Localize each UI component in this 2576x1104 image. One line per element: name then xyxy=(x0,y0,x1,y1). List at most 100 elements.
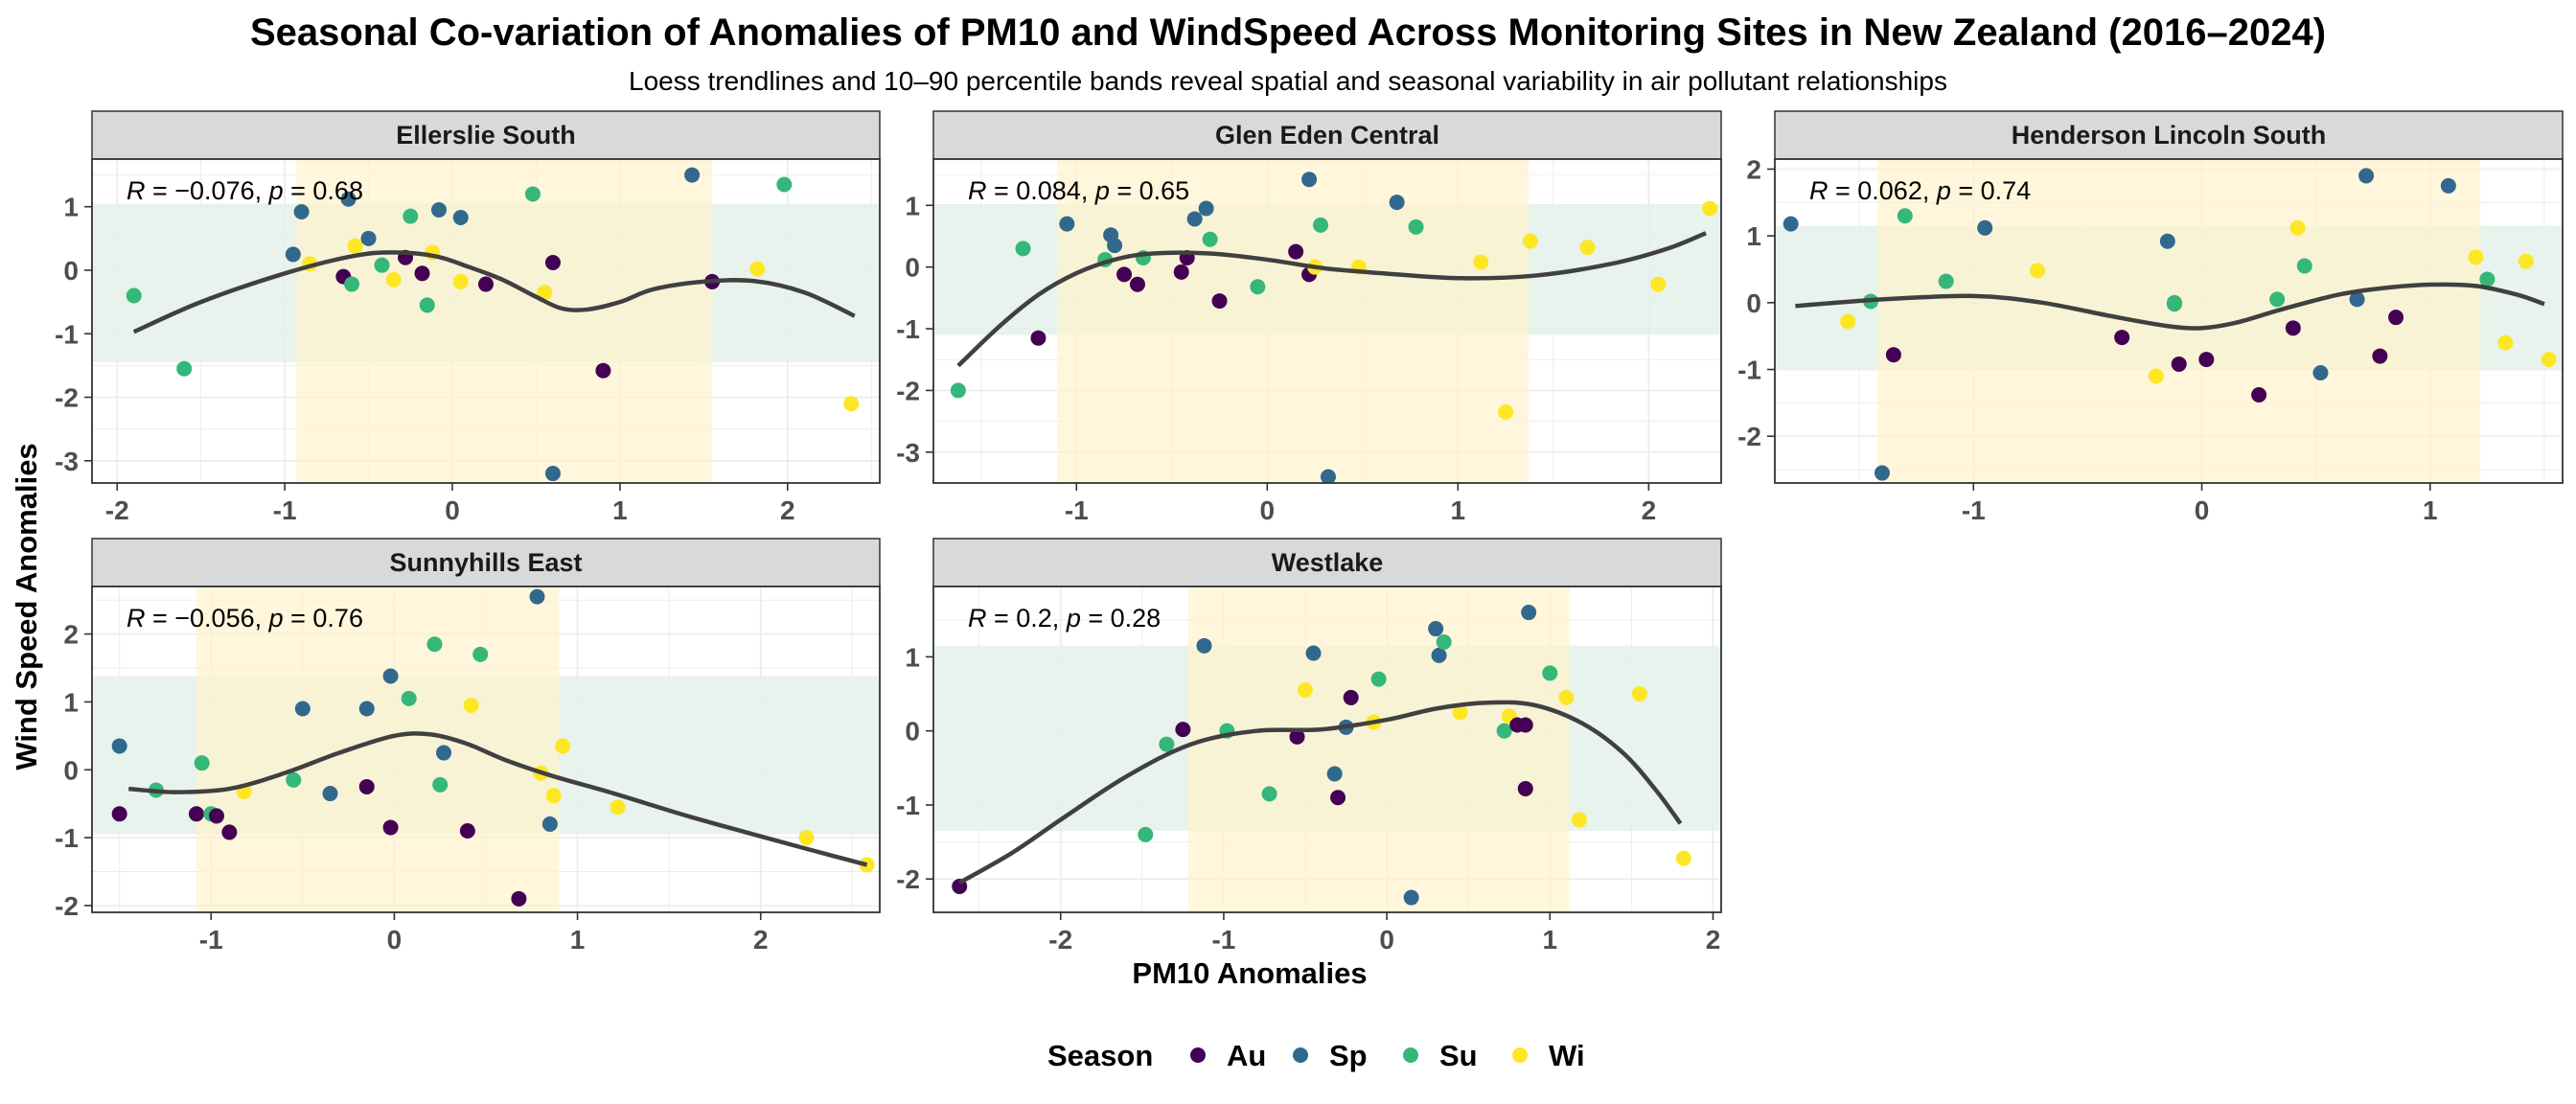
x-tick-label: 2 xyxy=(1706,925,1721,954)
data-point-su xyxy=(432,776,448,793)
panel-strip xyxy=(1774,110,2564,160)
x-tick-label: 1 xyxy=(2423,495,2438,525)
data-point-su xyxy=(524,186,540,202)
data-point-sp xyxy=(452,209,469,225)
data-point-au xyxy=(358,778,375,794)
data-point-wi xyxy=(2541,352,2557,368)
correlation-annotation: R = −0.076, p = 0.68 xyxy=(126,176,363,205)
data-point-au xyxy=(1517,780,1533,796)
data-point-sp xyxy=(1320,469,1336,483)
data-point-su xyxy=(374,257,390,273)
data-point-au xyxy=(478,276,494,292)
data-point-sp xyxy=(293,204,310,220)
data-point-sp xyxy=(322,786,338,802)
data-point-wi xyxy=(1498,403,1514,420)
data-point-su xyxy=(1436,633,1452,650)
legend-label: Wi xyxy=(1549,1039,1585,1072)
data-point-au xyxy=(1173,264,1189,280)
panel-henderson-lincoln-south: Henderson Lincoln South R = 0.062, p = 0.… xyxy=(1737,110,2564,525)
data-point-wi xyxy=(1452,704,1468,721)
data-point-au xyxy=(1517,717,1533,733)
legend-item-su: Su xyxy=(1403,1039,1478,1072)
y-tick-label: -1 xyxy=(55,319,79,349)
x-tick-label: 0 xyxy=(1260,495,1276,525)
y-tick-label: 1 xyxy=(63,193,79,222)
data-point-au xyxy=(1289,728,1305,745)
y-tick-label: 0 xyxy=(905,717,920,747)
x-tick-label: 1 xyxy=(1451,495,1466,525)
data-point-au xyxy=(1288,243,1304,260)
loess-trendline xyxy=(1795,282,2545,331)
data-point-su xyxy=(1408,218,1424,235)
data-point-su xyxy=(401,690,417,706)
data-point-su xyxy=(286,771,302,788)
data-point-au xyxy=(414,265,430,282)
data-point-au xyxy=(188,806,204,822)
data-point-au xyxy=(111,806,127,822)
panel-border xyxy=(1774,158,2564,484)
x-percentile-band xyxy=(196,586,560,912)
data-point-su xyxy=(950,382,966,399)
data-point-wi xyxy=(798,830,815,846)
data-point-au xyxy=(511,890,527,907)
data-point-au xyxy=(2251,387,2267,403)
data-point-au xyxy=(382,819,399,836)
correlation-annotation: R = −0.056, p = 0.76 xyxy=(126,604,363,632)
data-point-wi xyxy=(537,285,553,301)
data-point-sp xyxy=(2349,291,2365,308)
data-point-su xyxy=(1313,217,1329,233)
axes: -1 0 1 2 -2 -1 0 1 2 xyxy=(55,620,768,954)
data-point-su xyxy=(1938,273,1954,289)
correlation-annotation: R = 0.084, p = 0.65 xyxy=(968,176,1189,205)
y-tick-label: -1 xyxy=(896,314,920,344)
panel-strip-label: Ellerslie South xyxy=(396,121,576,150)
data-point-sp xyxy=(1301,172,1318,188)
data-point-wi xyxy=(385,271,402,288)
points xyxy=(952,605,1691,906)
data-point-au xyxy=(2198,352,2215,368)
x-tick-label: 0 xyxy=(387,925,402,954)
data-point-sp xyxy=(1186,211,1203,227)
data-point-au xyxy=(1885,347,1901,363)
panel-ellerslie-south: Ellerslie South R = −0.076, p = 0.68 -2 -1 0… xyxy=(55,110,881,525)
y-tick-label: 2 xyxy=(1746,154,1761,184)
data-point-sp xyxy=(1198,200,1214,217)
x-tick-label: 1 xyxy=(1543,925,1558,954)
x-tick-label: -2 xyxy=(1048,925,1072,954)
y-tick-label: -2 xyxy=(896,864,920,894)
data-point-su xyxy=(419,297,435,313)
data-point-su xyxy=(426,636,443,653)
y-tick-label: 1 xyxy=(63,687,79,717)
data-point-au xyxy=(1129,276,1145,292)
data-point-sp xyxy=(1428,621,1444,637)
data-point-au xyxy=(2372,348,2388,364)
percentile-bands xyxy=(1775,159,2563,483)
data-point-wi xyxy=(2289,219,2306,236)
x-tick-label: -1 xyxy=(273,495,297,525)
axes: -2 -1 0 1 2 -2 -1 0 1 xyxy=(896,642,1720,954)
data-point-sp xyxy=(436,745,452,761)
data-point-su xyxy=(2479,271,2496,288)
chart-title: Seasonal Co-variation of Anomalies of PM… xyxy=(250,12,2326,54)
legend-label: Au xyxy=(1227,1039,1266,1072)
data-point-wi xyxy=(2030,263,2045,279)
data-point-sp xyxy=(360,230,377,246)
data-point-sp xyxy=(1196,637,1212,654)
percentile-bands xyxy=(933,586,1721,912)
loess-trendline xyxy=(958,700,1683,886)
data-point-wi xyxy=(2518,253,2534,269)
data-point-wi xyxy=(1840,313,1856,330)
y-tick-label: 2 xyxy=(63,620,79,650)
data-point-wi xyxy=(545,788,562,804)
legend-key-marker xyxy=(1512,1047,1528,1063)
data-point-sp xyxy=(285,246,301,263)
data-point-au xyxy=(459,823,475,839)
legend-item-wi: Wi xyxy=(1512,1039,1585,1072)
y-axis-title: Wind Speed Anomalies xyxy=(10,443,43,770)
data-point-wi xyxy=(555,738,571,754)
data-point-au xyxy=(1030,330,1046,346)
data-point-sp xyxy=(2159,233,2175,249)
data-point-wi xyxy=(1571,812,1587,828)
data-point-sp xyxy=(2358,168,2375,184)
data-point-au xyxy=(544,255,561,271)
